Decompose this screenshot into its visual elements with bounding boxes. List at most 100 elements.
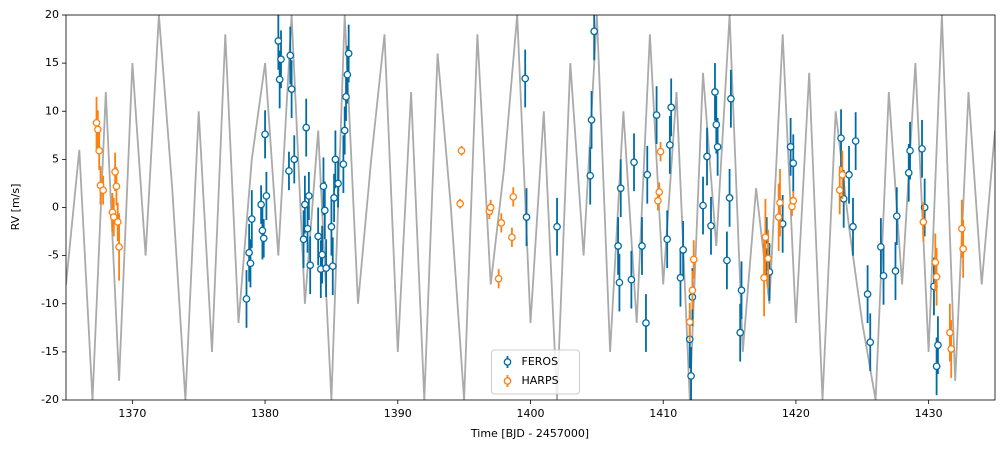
data-point <box>849 222 857 231</box>
x-tick-label: 1410 <box>649 407 677 420</box>
data-point <box>261 130 269 139</box>
data-point <box>663 235 672 244</box>
data-point <box>303 224 312 233</box>
data-point <box>676 273 685 282</box>
data-point <box>665 141 674 149</box>
data-point <box>494 274 503 283</box>
legend-label: FEROS <box>522 355 559 368</box>
data-point <box>508 233 516 242</box>
data-point <box>290 155 299 164</box>
data-point <box>497 219 506 227</box>
data-point <box>891 267 900 275</box>
data-point <box>586 171 595 180</box>
data-point <box>712 120 721 129</box>
x-tick-label: 1420 <box>782 407 810 420</box>
data-point <box>99 186 108 195</box>
data-point <box>305 192 313 200</box>
data-point <box>764 254 772 263</box>
y-axis-label: RV [m/s] <box>9 184 22 231</box>
data-point <box>654 196 662 205</box>
plot-area <box>66 15 995 400</box>
data-point <box>331 155 340 164</box>
data-point <box>258 226 267 235</box>
data-point <box>776 198 784 207</box>
data-point <box>904 169 913 177</box>
data-point <box>299 235 308 244</box>
data-point <box>643 170 652 179</box>
data-point <box>275 75 284 84</box>
data-point <box>845 170 853 179</box>
data-point <box>918 144 926 153</box>
data-point <box>109 213 118 221</box>
data-point <box>319 182 328 191</box>
data-point <box>587 116 596 124</box>
data-point <box>486 203 495 212</box>
data-point <box>590 27 599 36</box>
data-point <box>761 233 770 242</box>
data-point <box>242 295 251 303</box>
data-point <box>246 259 255 268</box>
data-point <box>713 143 722 151</box>
data-point <box>521 74 530 83</box>
data-point <box>703 152 711 161</box>
data-point <box>932 362 941 371</box>
data-point <box>327 222 336 231</box>
data-point <box>877 243 885 251</box>
data-point <box>760 273 768 282</box>
data-point <box>863 290 872 298</box>
data-point <box>932 272 941 281</box>
data-point <box>274 37 283 45</box>
data-point <box>866 338 875 347</box>
data-point <box>947 345 956 353</box>
x-tick-label: 1400 <box>517 407 545 420</box>
data-point <box>339 160 348 169</box>
y-tick-label: 10 <box>45 104 59 117</box>
data-point <box>302 123 311 132</box>
data-point <box>277 55 285 64</box>
y-tick-label: 0 <box>52 201 59 214</box>
x-tick-label: 1390 <box>384 407 412 420</box>
data-point <box>95 146 104 155</box>
data-point <box>737 286 746 295</box>
data-point <box>879 271 888 280</box>
data-point <box>774 213 783 221</box>
data-point <box>456 199 465 208</box>
legend-swatch <box>503 358 512 366</box>
legend-label: HARPS <box>522 374 559 387</box>
y-tick-label: -10 <box>41 297 59 310</box>
data-point <box>113 218 122 226</box>
data-point <box>322 264 330 272</box>
model-line <box>66 15 995 400</box>
data-point <box>245 248 253 257</box>
data-point <box>318 250 326 259</box>
data-point <box>667 103 676 112</box>
y-tick-label: 5 <box>52 152 59 165</box>
data-point <box>642 319 650 327</box>
data-point <box>314 232 323 241</box>
data-point <box>286 51 295 60</box>
data-point <box>287 85 296 93</box>
data-point <box>685 318 694 326</box>
data-point <box>509 193 518 201</box>
data-point <box>851 137 860 145</box>
data-point <box>630 158 638 167</box>
data-point <box>616 184 625 193</box>
data-point <box>553 222 561 231</box>
data-point <box>689 255 698 264</box>
data-point <box>115 243 123 251</box>
data-point <box>627 275 636 284</box>
legend: FEROS HARPS <box>491 349 580 395</box>
data-point <box>655 188 664 196</box>
data-point <box>727 94 735 103</box>
data-point <box>340 126 349 135</box>
data-point <box>835 186 844 195</box>
data-point <box>920 203 929 212</box>
y-tick-label: -15 <box>41 345 59 358</box>
data-point <box>765 268 774 276</box>
data-point <box>457 146 466 155</box>
data-point <box>839 194 848 203</box>
data-point <box>959 245 967 253</box>
data-point <box>112 182 121 191</box>
data-point <box>111 168 119 176</box>
